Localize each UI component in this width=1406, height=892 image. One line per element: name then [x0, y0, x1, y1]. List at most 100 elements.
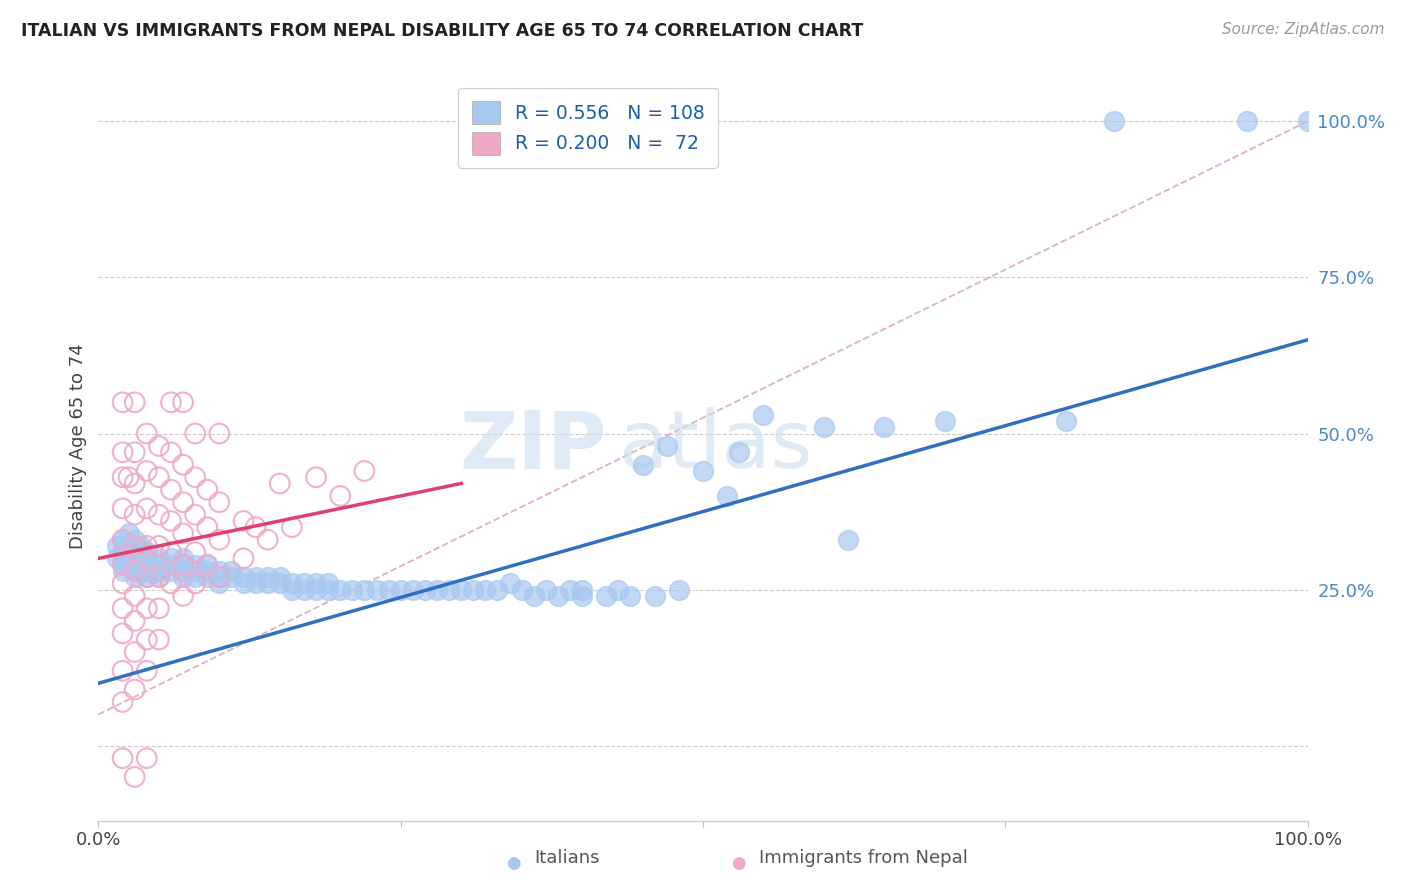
Point	[135, 632, 157, 647]
Point	[571, 582, 593, 597]
Point	[111, 445, 134, 459]
Point	[160, 545, 183, 559]
Point	[148, 508, 170, 522]
Point	[172, 558, 194, 572]
Point	[129, 545, 152, 559]
Point	[316, 576, 339, 591]
Point	[118, 551, 141, 566]
Point	[111, 576, 134, 591]
Point	[208, 570, 231, 584]
Text: Italians: Italians	[534, 849, 600, 867]
Point	[1296, 114, 1319, 128]
Point	[172, 589, 194, 603]
Point	[148, 601, 170, 615]
Text: ●: ●	[731, 854, 745, 871]
Point	[111, 470, 134, 484]
Point	[129, 551, 152, 566]
Point	[124, 551, 146, 566]
Point	[160, 395, 183, 409]
Point	[135, 464, 157, 478]
Point	[184, 426, 207, 441]
Text: atlas: atlas	[619, 407, 813, 485]
Point	[111, 751, 134, 765]
Point	[437, 582, 460, 597]
Point	[474, 582, 496, 597]
Point	[607, 582, 630, 597]
Point	[148, 439, 170, 453]
Point	[195, 570, 218, 584]
Point	[172, 558, 194, 572]
Point	[111, 551, 134, 566]
Point	[195, 558, 218, 572]
Point	[124, 614, 146, 628]
Point	[837, 533, 859, 547]
Point	[135, 426, 157, 441]
Point	[631, 458, 654, 472]
Text: ITALIAN VS IMMIGRANTS FROM NEPAL DISABILITY AGE 65 TO 74 CORRELATION CHART: ITALIAN VS IMMIGRANTS FROM NEPAL DISABIL…	[21, 22, 863, 40]
Point	[195, 558, 218, 572]
Point	[124, 539, 146, 553]
Point	[305, 582, 328, 597]
Point	[208, 495, 231, 509]
Point	[135, 664, 157, 678]
Point	[124, 395, 146, 409]
Point	[148, 470, 170, 484]
Point	[172, 526, 194, 541]
Point	[160, 558, 183, 572]
Point	[129, 564, 152, 578]
Point	[426, 582, 449, 597]
Point	[135, 564, 157, 578]
Point	[160, 551, 183, 566]
Point	[148, 564, 170, 578]
Point	[184, 508, 207, 522]
Point	[329, 582, 352, 597]
Point	[135, 570, 157, 584]
Point	[118, 470, 141, 484]
Point	[208, 426, 231, 441]
Point	[111, 533, 134, 547]
Point	[450, 582, 472, 597]
Point	[184, 545, 207, 559]
Point	[148, 551, 170, 566]
Point	[728, 445, 751, 459]
Point	[281, 582, 304, 597]
Point	[1236, 114, 1258, 128]
Point	[105, 551, 128, 566]
Point	[135, 551, 157, 566]
Point	[148, 558, 170, 572]
Point	[232, 514, 254, 528]
Point	[184, 470, 207, 484]
Point	[232, 570, 254, 584]
Point	[111, 564, 134, 578]
Point	[547, 589, 569, 603]
Point	[135, 570, 157, 584]
Point	[124, 533, 146, 547]
Point	[221, 564, 243, 578]
Point	[148, 539, 170, 553]
Point	[245, 576, 267, 591]
Point	[934, 414, 956, 428]
Point	[402, 582, 425, 597]
Point	[111, 664, 134, 678]
Point	[111, 558, 134, 572]
Point	[160, 576, 183, 591]
Point	[124, 564, 146, 578]
Point	[316, 582, 339, 597]
Point	[269, 476, 291, 491]
Point	[135, 501, 157, 516]
Point	[195, 483, 218, 497]
Point	[534, 582, 557, 597]
Text: Immigrants from Nepal: Immigrants from Nepal	[759, 849, 969, 867]
Point	[111, 501, 134, 516]
Point	[208, 564, 231, 578]
Point	[148, 570, 170, 584]
Point	[124, 682, 146, 697]
Point	[510, 582, 533, 597]
Point	[124, 770, 146, 784]
Point	[111, 558, 134, 572]
Point	[172, 551, 194, 566]
Point	[269, 570, 291, 584]
Point	[135, 539, 157, 553]
Point	[184, 570, 207, 584]
Point	[111, 533, 134, 547]
